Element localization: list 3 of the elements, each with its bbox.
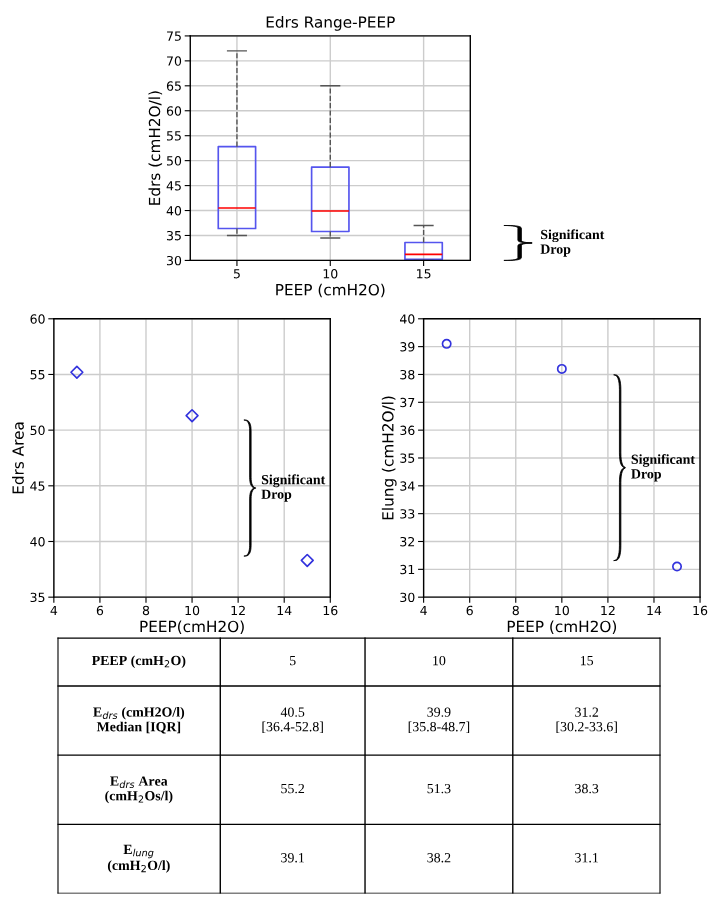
point <box>300 553 314 568</box>
point <box>185 408 199 423</box>
point <box>70 365 84 379</box>
